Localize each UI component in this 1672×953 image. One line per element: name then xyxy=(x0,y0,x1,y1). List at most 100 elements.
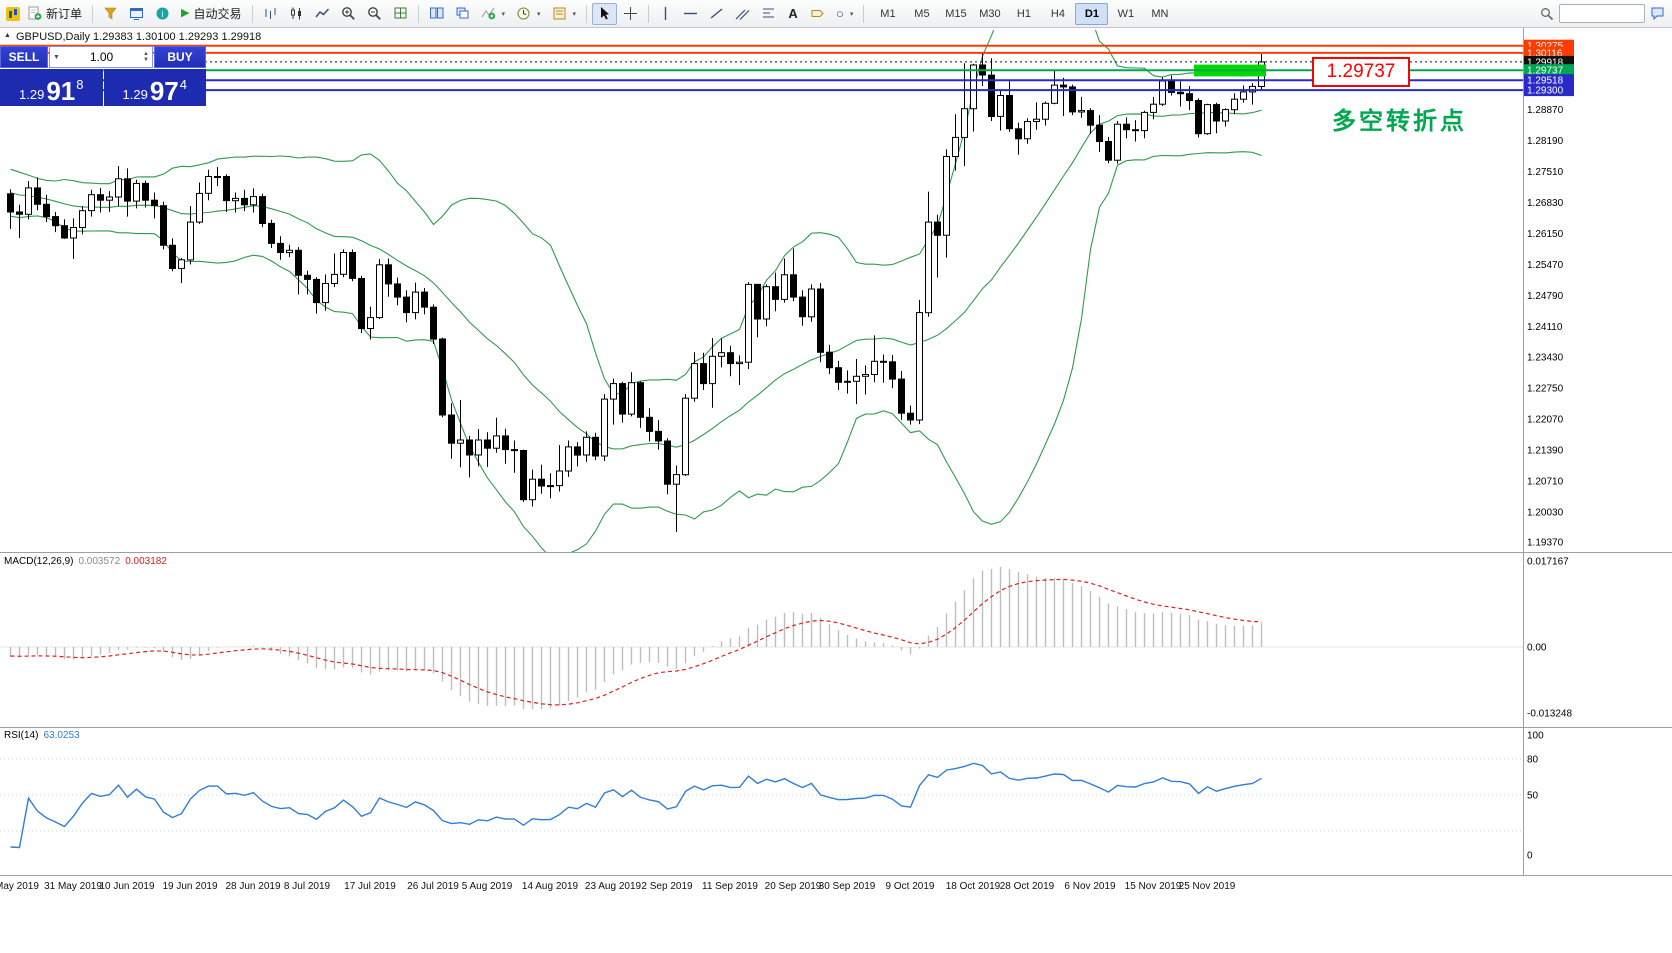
vertical-line-tool-button[interactable] xyxy=(654,3,677,25)
macd-histogram xyxy=(0,566,1523,710)
indicators-button[interactable]: ▾ xyxy=(476,3,511,25)
autotrade-button[interactable]: ▶ 自动交易 xyxy=(176,3,246,25)
data-window-button[interactable]: i xyxy=(150,3,175,25)
svg-text:100: 100 xyxy=(1527,731,1544,742)
crosshair-button[interactable] xyxy=(618,3,643,25)
toolbar-right-group xyxy=(1540,4,1667,23)
tile-windows-button[interactable] xyxy=(424,3,449,25)
ellipse-shape-icon: ○ xyxy=(836,6,844,21)
shapes-button[interactable]: ○ ▾ xyxy=(831,3,858,25)
toolbar-separator xyxy=(648,4,650,23)
buy-price[interactable]: 1.29 97 4 xyxy=(103,69,206,106)
timeframe-w1-button[interactable]: W1 xyxy=(1117,7,1135,20)
profiles-button[interactable] xyxy=(98,3,123,25)
svg-text:6 Nov 2019: 6 Nov 2019 xyxy=(1064,881,1116,892)
chat-icon[interactable] xyxy=(1650,6,1665,21)
volume-spinner[interactable]: ▲ ▼ xyxy=(143,51,149,63)
search-icon xyxy=(1540,7,1554,21)
template-icon xyxy=(552,6,567,21)
sell-price-prefix: 1.29 xyxy=(19,86,45,102)
data-window-icon: i xyxy=(155,6,170,21)
svg-text:11 Sep 2019: 11 Sep 2019 xyxy=(702,881,758,892)
trendline-tool-button[interactable] xyxy=(704,3,729,25)
timeframe-h1-button[interactable]: H1 xyxy=(1016,7,1031,20)
svg-text:i: i xyxy=(162,9,164,19)
toolbar-separator xyxy=(92,4,94,23)
horizontal-line-icon xyxy=(683,7,698,20)
chart-title: GBPUSD,Daily 1.29383 1.30100 1.29293 1.2… xyxy=(16,31,262,43)
chart-candles-button[interactable] xyxy=(284,3,309,25)
market-watch-icon xyxy=(129,6,144,21)
autotrade-play-icon: ▶ xyxy=(181,7,190,19)
svg-text:17 Jul 2019: 17 Jul 2019 xyxy=(344,881,396,892)
timeframe-h4-button[interactable]: H4 xyxy=(1050,7,1065,20)
svg-text:23 Aug 2019: 23 Aug 2019 xyxy=(585,881,642,892)
macd-value: 0.003572 xyxy=(78,556,121,567)
macd-indicator-label: MACD(12,26,9) 0.003572 0.003182 xyxy=(4,556,167,567)
svg-text:28 Oct 2019: 28 Oct 2019 xyxy=(1000,881,1055,892)
text-icon: A xyxy=(788,6,798,21)
grid-button[interactable] xyxy=(388,3,413,25)
search-input[interactable] xyxy=(1559,4,1645,23)
svg-text:18 Oct 2019: 18 Oct 2019 xyxy=(946,881,1001,892)
zoom-out-button[interactable] xyxy=(362,3,387,25)
zoom-in-button[interactable] xyxy=(336,3,361,25)
new-order-label: 新订单 xyxy=(46,7,83,21)
svg-text:30 Sep 2019: 30 Sep 2019 xyxy=(819,881,876,892)
macd-name: MACD(12,26,9) xyxy=(4,556,74,567)
cascade-windows-button[interactable] xyxy=(450,3,475,25)
svg-text:1.24110: 1.24110 xyxy=(1527,322,1563,333)
clock-icon xyxy=(516,6,531,21)
svg-text:1.23430: 1.23430 xyxy=(1527,353,1564,364)
timeframe-d1-button[interactable]: D1 xyxy=(1075,2,1109,25)
chart-bars-button[interactable] xyxy=(258,3,283,25)
new-order-button[interactable]: 新订单 xyxy=(22,3,87,25)
buy-button[interactable]: BUY xyxy=(154,46,206,68)
dropdown-caret-icon: ▾ xyxy=(849,10,854,18)
grid-icon xyxy=(393,6,408,21)
svg-text:28 Jun 2019: 28 Jun 2019 xyxy=(225,881,280,892)
svg-text:-0.013248: -0.013248 xyxy=(1527,709,1572,720)
periods-button[interactable]: ▾ xyxy=(511,3,546,25)
zoom-in-icon xyxy=(341,6,356,21)
timeframe-m30-button[interactable]: M30 xyxy=(979,7,1001,20)
macd-signal-value: 0.003182 xyxy=(125,556,167,567)
sell-price[interactable]: 1.29 91 8 xyxy=(0,69,103,106)
rsi-value: 63.0253 xyxy=(43,730,80,741)
macd-axis-labels: 0.017167 0.00 -0.013248 xyxy=(1527,557,1572,720)
volume-dropdown-icon[interactable]: ▼ xyxy=(53,53,60,61)
timeframe-m15-button[interactable]: M15 xyxy=(945,7,967,20)
svg-text:1.25470: 1.25470 xyxy=(1527,260,1564,271)
fibonacci-icon xyxy=(761,6,776,21)
svg-text:1.22750: 1.22750 xyxy=(1527,384,1564,395)
market-watch-button[interactable] xyxy=(124,3,149,25)
text-tool-button[interactable]: A xyxy=(782,3,804,25)
svg-text:1.30116: 1.30116 xyxy=(1527,48,1563,59)
label-tool-button[interactable] xyxy=(805,3,830,25)
sell-button[interactable]: SELL xyxy=(0,46,48,68)
chart-line-button[interactable] xyxy=(310,3,335,25)
timeframe-mn-button[interactable]: MN xyxy=(1151,7,1169,20)
horizontal-line-tool-button[interactable] xyxy=(678,3,703,25)
volume-value[interactable]: 1.00 xyxy=(89,50,114,64)
timeframe-m1-button[interactable]: M1 xyxy=(880,7,896,20)
one-click-collapse-icon[interactable]: ▲ xyxy=(4,32,11,39)
svg-text:1.24790: 1.24790 xyxy=(1527,291,1564,302)
timeframe-m5-button[interactable]: M5 xyxy=(914,7,930,20)
volume-up-icon[interactable]: ▲ xyxy=(143,51,149,57)
dropdown-caret-icon: ▾ xyxy=(572,10,577,18)
buy-price-main: 97 xyxy=(149,75,179,106)
svg-text:0: 0 xyxy=(1527,851,1533,862)
channel-tool-button[interactable] xyxy=(730,3,755,25)
svg-text:5 Aug 2019: 5 Aug 2019 xyxy=(462,881,513,892)
svg-text:1.21390: 1.21390 xyxy=(1527,446,1564,457)
sell-price-main: 91 xyxy=(46,75,76,106)
cursor-button[interactable] xyxy=(592,2,618,25)
volume-down-icon[interactable]: ▼ xyxy=(143,57,149,63)
volume-stepper[interactable]: ▼ 1.00 ▲ ▼ xyxy=(49,46,153,68)
svg-text:1.29737: 1.29737 xyxy=(1527,66,1564,77)
fibonacci-tool-button[interactable] xyxy=(756,3,781,25)
svg-text:1.28870: 1.28870 xyxy=(1527,105,1564,116)
templates-button[interactable]: ▾ xyxy=(547,3,582,25)
